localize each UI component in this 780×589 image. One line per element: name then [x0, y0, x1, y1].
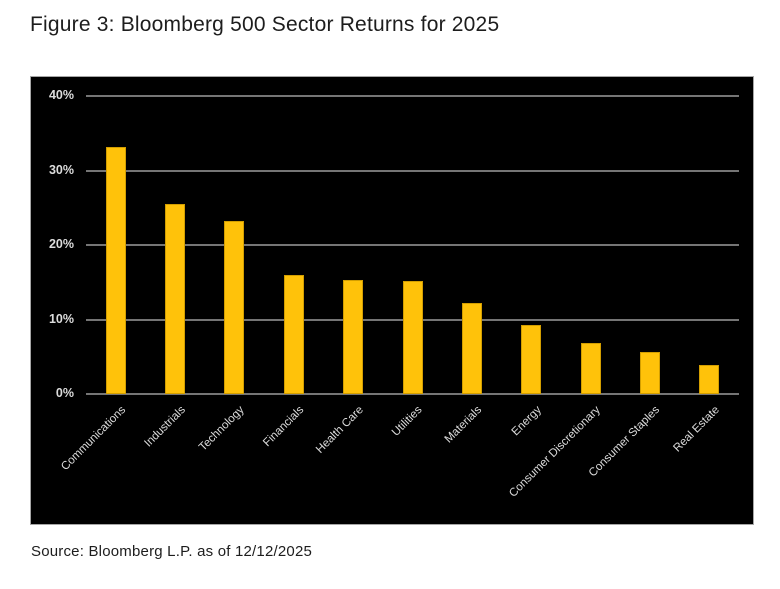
x-axis-tick-label: Technology	[197, 404, 247, 454]
y-axis-tick-label: 30%	[48, 162, 74, 177]
gridline-40%	[86, 95, 739, 97]
plot-area: 0% 10% 20% 30% 40% Communications Industrials T…	[49, 88, 739, 500]
bar-financials	[283, 274, 304, 394]
x-axis-tick-label: Utilities	[390, 404, 425, 439]
y-axis-tick-label: 40%	[48, 88, 74, 102]
bar-industrials	[165, 204, 186, 394]
y-axis-tick-label: 10%	[48, 311, 74, 326]
gridline-0%	[86, 393, 739, 395]
bar-consumer-staples	[639, 351, 660, 394]
x-axis-tick-label: Health Care	[313, 404, 366, 456]
figure-title: Figure 3: Bloomberg 500 Sector Returns f…	[30, 13, 500, 36]
x-axis-tick-label: Financials	[261, 404, 307, 450]
bar-technology	[224, 221, 245, 394]
gridline-20%	[86, 244, 739, 246]
bar-health-care	[343, 280, 364, 394]
y-axis-tick-label: 20%	[48, 237, 74, 251]
x-axis-tick-label: Real Estate	[671, 404, 722, 455]
bar-consumer-discretionary	[580, 342, 601, 394]
x-axis-tick-label: Communications	[59, 404, 129, 474]
bar-energy	[521, 325, 542, 394]
bar-materials	[461, 303, 482, 394]
gridline-30%	[86, 169, 739, 172]
y-axis-tick-label: 0%	[55, 386, 74, 400]
bar-communications	[105, 146, 126, 394]
source-caption: Source: Bloomberg L.P. as of 12/12/2025	[31, 543, 313, 560]
x-axis-tick-label: Industrials	[141, 404, 188, 450]
x-axis-tick-label: Materials	[442, 404, 485, 446]
chart-frame: 0% 10% 20% 30% 40% Communications Industrials T…	[30, 76, 754, 525]
bar-real-estate	[699, 364, 720, 394]
x-axis-tick-label: Energy	[509, 404, 544, 439]
bar-utilities	[402, 280, 423, 394]
